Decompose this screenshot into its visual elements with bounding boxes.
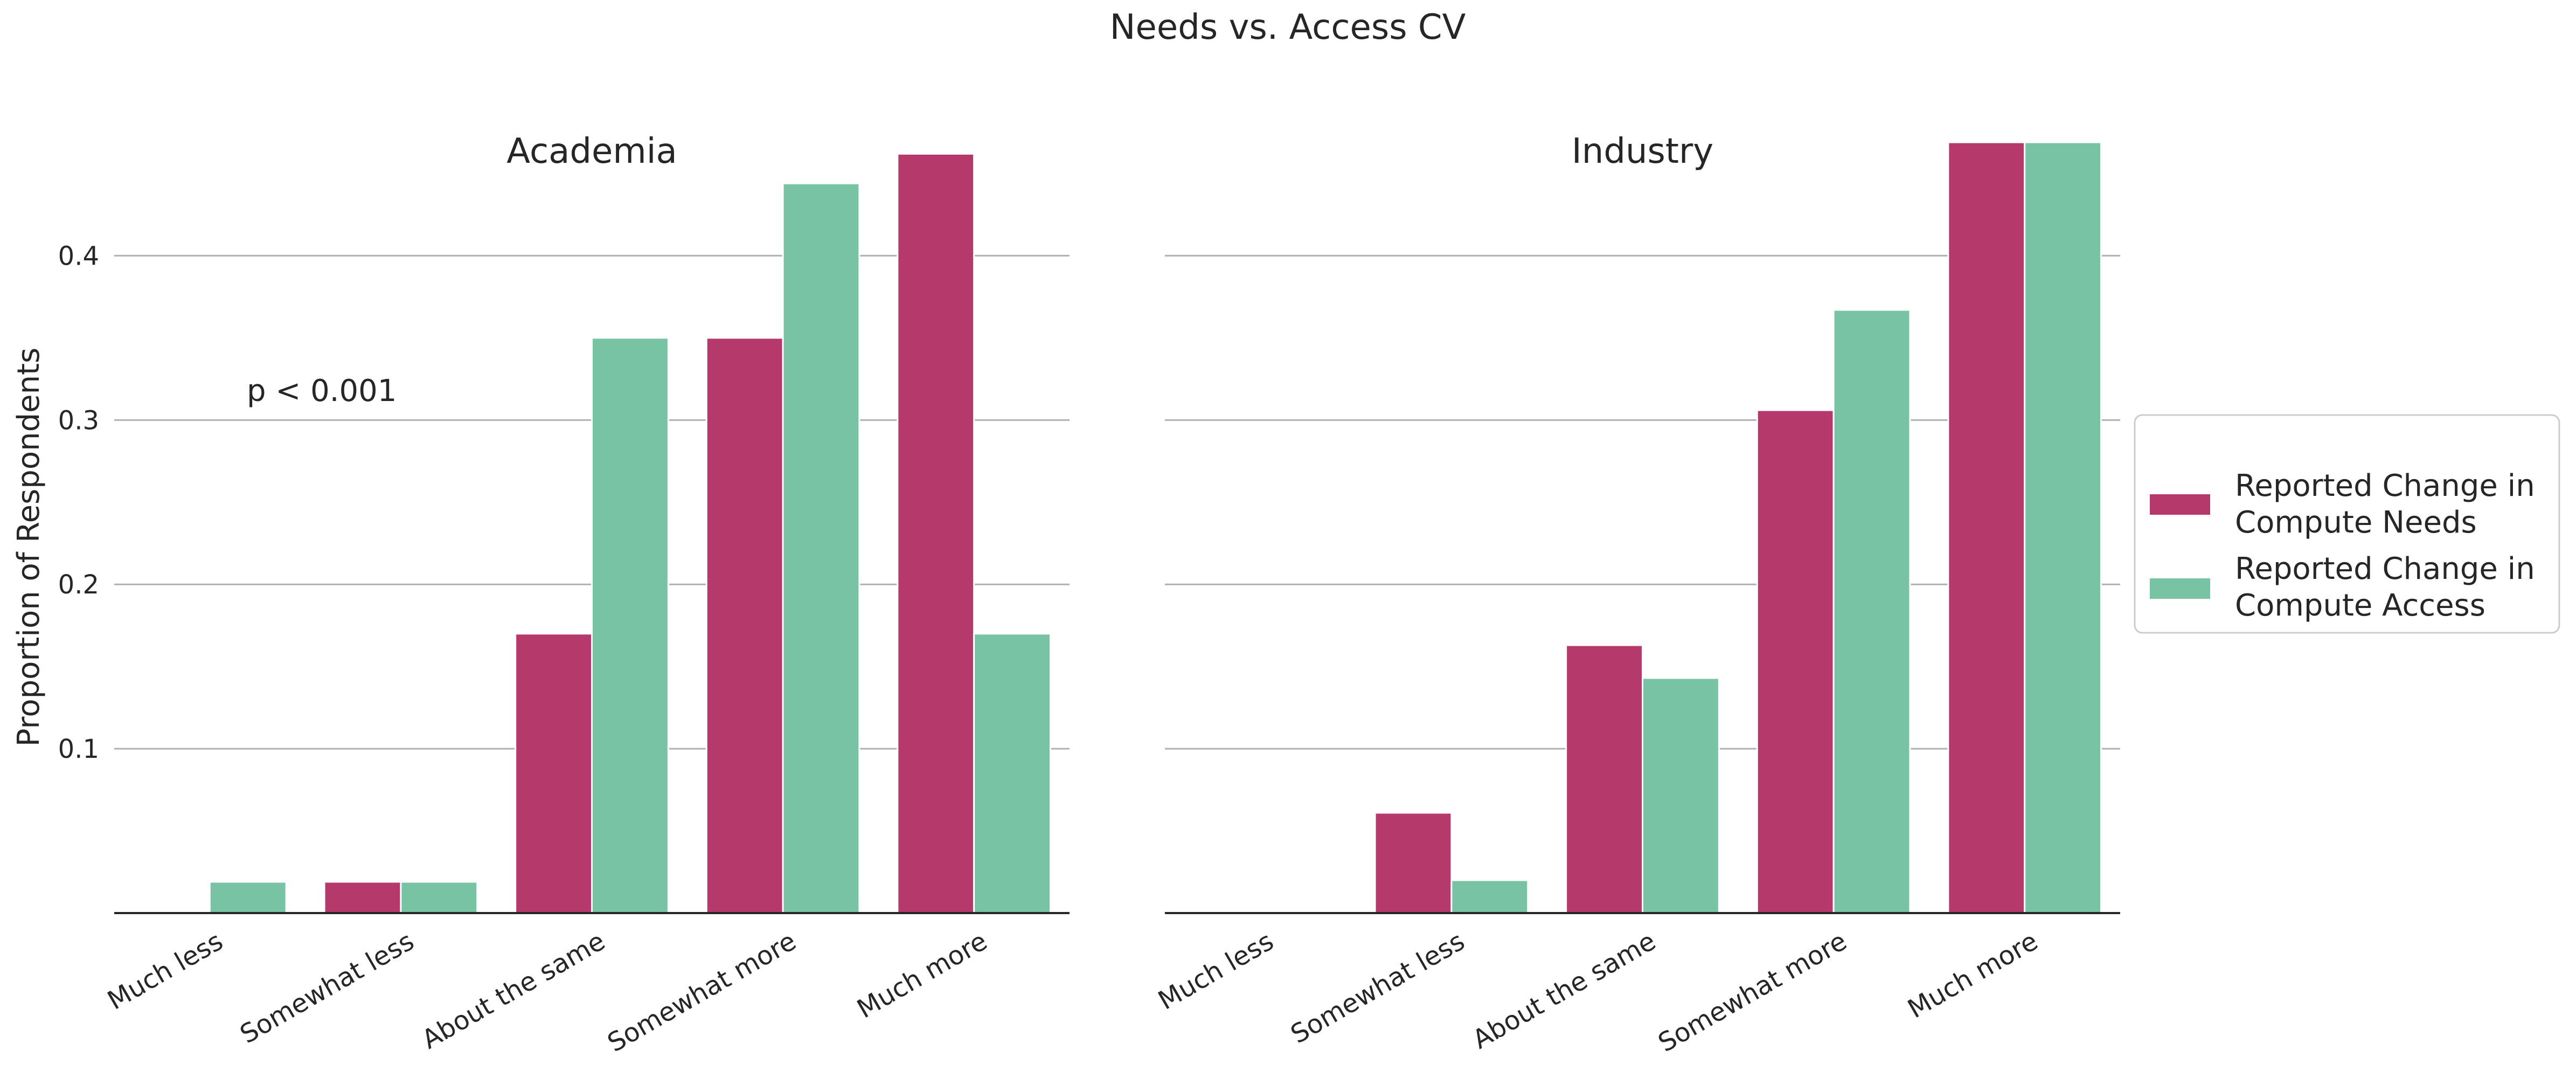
bar-access-4 [973, 633, 1052, 914]
legend-swatch-needs [2150, 494, 2210, 515]
legend-swatch-access [2150, 578, 2210, 599]
x-tick-label: Somewhat less [1286, 926, 1470, 1050]
x-tick-label: About the same [417, 926, 610, 1055]
y-tick-label: 0.3 [58, 405, 99, 436]
bar-needs-3 [705, 337, 784, 914]
x-tick-label: Much less [1153, 926, 1279, 1016]
x-tick-label: Much less [102, 926, 228, 1016]
bar-access-3 [782, 182, 860, 914]
legend-frame [2134, 414, 2560, 634]
x-tick-label: Somewhat more [602, 926, 801, 1058]
bar-access-3 [1832, 309, 1911, 914]
bar-needs-2 [1565, 644, 1643, 914]
bar-needs-2 [515, 633, 593, 914]
x-tick-label: Somewhat more [1653, 926, 1852, 1058]
legend-label-access-line1: Reported Change in [2235, 551, 2535, 586]
x-tick-label: Much more [852, 926, 992, 1025]
figure-title: Needs vs. Access CV [1110, 8, 1466, 47]
bar-access-1 [1450, 879, 1529, 914]
panel-title: Industry [1572, 132, 1713, 171]
bar-access-1 [400, 881, 478, 914]
x-tick-label: Much more [1903, 926, 2043, 1025]
x-tick-label: About the same [1468, 926, 1661, 1055]
bar-access-2 [591, 337, 669, 914]
p-value-annotation: p < 0.001 [247, 374, 397, 409]
bar-needs-3 [1756, 409, 1835, 914]
legend[interactable]: Reported Change in Compute Needs Reporte… [2134, 414, 2560, 634]
bar-needs-1 [323, 881, 402, 914]
x-tick-label: Somewhat less [235, 926, 419, 1050]
panel-title: Academia [506, 132, 677, 171]
bar-needs-4 [1947, 141, 2026, 914]
bar-access-4 [2024, 141, 2102, 914]
y-axis-label: Proportion of Respondents [11, 348, 46, 747]
panel-academia: 0.1 0.2 0.3 0.4 Academia Much less Somewhat le… [58, 132, 1070, 1058]
bar-access-2 [1642, 677, 1720, 914]
legend-label-needs-line2: Compute Needs [2235, 505, 2477, 540]
y-tick-label: 0.2 [58, 570, 99, 600]
bar-needs-4 [897, 153, 975, 914]
y-tick-label: 0.1 [58, 734, 99, 764]
legend-label-access-line2: Compute Access [2235, 588, 2485, 623]
legend-label-needs-line1: Reported Change in [2235, 468, 2535, 503]
bar-needs-1 [1374, 812, 1453, 914]
bar-access-0 [209, 881, 287, 914]
y-tick-label: 0.4 [58, 241, 99, 271]
